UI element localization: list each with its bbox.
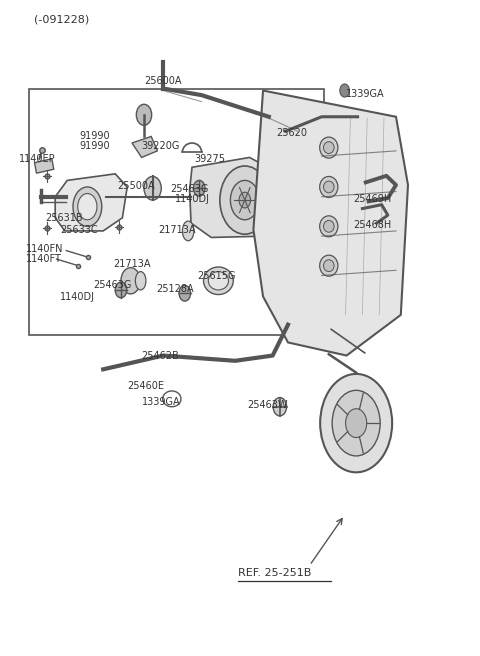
Text: 25463G: 25463G [94, 280, 132, 291]
Text: 1339GA: 1339GA [346, 89, 384, 99]
Text: 1140EP: 1140EP [19, 154, 56, 165]
Text: 25631B: 25631B [46, 213, 83, 224]
Text: 25462B: 25462B [142, 351, 180, 361]
Ellipse shape [324, 220, 334, 232]
Ellipse shape [182, 221, 194, 241]
Text: 25500A: 25500A [118, 180, 155, 191]
Ellipse shape [324, 260, 334, 272]
Circle shape [115, 282, 127, 298]
Circle shape [273, 398, 287, 416]
Ellipse shape [135, 272, 146, 290]
Text: 39275: 39275 [194, 154, 226, 165]
Circle shape [193, 180, 205, 196]
Text: 25600A: 25600A [144, 75, 182, 86]
Circle shape [320, 374, 392, 472]
Text: 1140FT: 1140FT [26, 254, 62, 264]
Text: 25460E: 25460E [127, 380, 164, 391]
Polygon shape [253, 91, 408, 356]
Circle shape [332, 390, 380, 456]
Circle shape [144, 176, 161, 200]
Circle shape [220, 166, 270, 234]
Ellipse shape [324, 181, 334, 193]
Circle shape [121, 268, 140, 294]
Circle shape [179, 285, 191, 301]
Text: 1140DJ: 1140DJ [60, 292, 95, 302]
Bar [29, 89, 324, 335]
Ellipse shape [320, 137, 338, 158]
Text: 25615G: 25615G [197, 270, 235, 281]
Polygon shape [35, 159, 54, 173]
Text: REF. 25-251B: REF. 25-251B [238, 567, 311, 578]
Text: 25469H: 25469H [353, 194, 391, 204]
Text: 21713A: 21713A [158, 224, 196, 235]
Text: 25463G: 25463G [170, 184, 209, 194]
Text: 25633C: 25633C [60, 224, 97, 235]
Circle shape [78, 194, 97, 220]
Circle shape [136, 104, 152, 125]
Text: 91990: 91990 [79, 131, 110, 141]
Text: 25620: 25620 [276, 128, 307, 138]
Ellipse shape [324, 142, 334, 154]
Circle shape [230, 180, 259, 220]
Text: 1140DJ: 1140DJ [175, 194, 210, 204]
Polygon shape [55, 174, 127, 231]
Text: 91990: 91990 [79, 140, 110, 151]
Polygon shape [190, 157, 290, 237]
Text: 21713A: 21713A [113, 259, 150, 270]
Text: 1339GA: 1339GA [142, 397, 180, 407]
Ellipse shape [320, 216, 338, 237]
Circle shape [239, 192, 251, 208]
Circle shape [340, 84, 349, 97]
Ellipse shape [320, 176, 338, 197]
Text: 25463W: 25463W [247, 400, 288, 411]
Polygon shape [132, 136, 157, 157]
Circle shape [73, 187, 102, 226]
Text: 25128A: 25128A [156, 283, 193, 294]
Text: 25468H: 25468H [353, 220, 391, 230]
Text: (-091228): (-091228) [34, 14, 89, 25]
Ellipse shape [204, 267, 233, 295]
Circle shape [346, 409, 367, 438]
Text: 39220G: 39220G [142, 141, 180, 152]
Ellipse shape [208, 272, 228, 290]
Text: 1140FN: 1140FN [26, 244, 64, 255]
Ellipse shape [320, 255, 338, 276]
